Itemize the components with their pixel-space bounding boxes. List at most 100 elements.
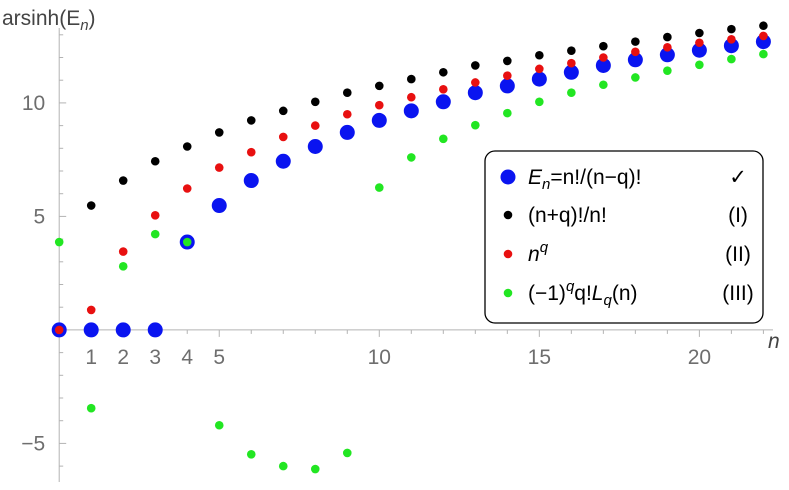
point-E <box>691 42 707 58</box>
point-II <box>246 147 256 157</box>
point-III <box>471 120 480 130</box>
point-III <box>695 60 704 70</box>
series-III <box>54 49 768 474</box>
point-II <box>310 121 320 130</box>
point-II <box>150 210 160 220</box>
point-E <box>563 64 579 80</box>
point-I <box>695 28 704 38</box>
point-I <box>759 21 768 31</box>
legend-entry-I: (n+q)!/n! (I) <box>503 204 748 227</box>
point-III <box>406 153 416 162</box>
point-I <box>150 156 160 166</box>
point-II <box>663 42 672 52</box>
legend-marker-E <box>500 169 516 185</box>
y-tick-label: −5 <box>21 432 45 455</box>
point-I <box>567 46 576 55</box>
point-I <box>535 50 544 60</box>
point-I <box>663 32 672 42</box>
series-I <box>86 21 768 210</box>
point-II <box>471 78 480 87</box>
point-I <box>599 41 608 51</box>
x-tick-label: 5 <box>213 346 225 369</box>
point-II <box>439 84 448 94</box>
legend-entry-III: (−1)qq!Lq(n) (III) <box>503 278 754 309</box>
point-II <box>503 71 512 80</box>
legend-marker-III <box>503 288 513 298</box>
legend-tag-II: (II) <box>725 243 751 266</box>
point-II <box>727 35 736 44</box>
point-E <box>435 94 451 110</box>
point-I <box>631 37 640 46</box>
point-III <box>663 66 672 75</box>
point-E <box>595 57 611 73</box>
legend-entry-E: En=n!/(n−q)! ✓ <box>500 166 747 193</box>
point-III <box>246 450 256 459</box>
legend: En=n!/(n−q)! ✓ (n+q)!/n! (I) nq (II) (−1… <box>484 150 764 324</box>
point-I <box>310 97 320 107</box>
x-tick-label: 3 <box>149 346 161 369</box>
point-I <box>278 106 288 116</box>
point-I <box>246 116 256 125</box>
legend-tag-III: (III) <box>722 282 754 305</box>
x-tick-label: 2 <box>117 346 129 369</box>
point-E <box>627 52 643 68</box>
point-I <box>471 61 480 70</box>
point-II <box>535 64 544 74</box>
point-III <box>631 73 640 82</box>
legend-label-II: nq <box>528 239 549 266</box>
point-E <box>403 103 419 119</box>
series-II <box>54 31 768 335</box>
point-III <box>535 97 544 107</box>
x-tick-label: 20 <box>688 346 711 369</box>
point-I <box>118 176 128 185</box>
point-E <box>467 85 483 101</box>
point-III <box>182 237 192 247</box>
y-tick-label: 10 <box>22 92 45 115</box>
point-I <box>503 56 512 66</box>
x-tick-label: 4 <box>181 346 193 369</box>
point-I <box>182 142 192 151</box>
point-III <box>727 54 736 64</box>
point-E <box>371 112 387 128</box>
point-I <box>86 201 96 210</box>
point-II <box>118 247 128 256</box>
point-E <box>115 322 131 338</box>
point-II <box>759 31 768 41</box>
point-III <box>342 448 352 458</box>
legend-marker-II <box>503 249 513 259</box>
legend-tag-E: ✓ <box>729 166 747 189</box>
x-tick-label: 15 <box>528 346 551 369</box>
point-II <box>599 53 608 62</box>
point-III <box>759 49 768 59</box>
point-E <box>339 124 355 140</box>
point-E <box>723 38 739 54</box>
point-III <box>503 108 512 118</box>
point-I <box>406 74 416 84</box>
point-I <box>214 128 224 137</box>
x-tick-label: 1 <box>85 346 97 369</box>
point-II <box>182 184 192 193</box>
legend-marker-I <box>503 210 513 220</box>
point-III <box>567 88 576 97</box>
point-III <box>310 464 320 474</box>
point-III <box>86 403 96 413</box>
point-II <box>695 38 704 48</box>
point-E <box>307 138 323 154</box>
point-I <box>342 88 352 97</box>
point-III <box>214 420 224 430</box>
point-E <box>499 78 515 94</box>
point-II <box>214 163 224 172</box>
point-E <box>83 322 99 338</box>
point-E <box>243 173 259 189</box>
point-II <box>54 325 64 335</box>
point-I <box>727 24 736 34</box>
y-axis-label: arsinh(En) <box>2 7 96 34</box>
point-E <box>147 322 163 338</box>
legend-entry-II: nq (II) <box>503 239 751 266</box>
legend-label-I: (n+q)!/n! <box>528 204 607 227</box>
legend-box <box>484 150 764 324</box>
data-marks <box>51 21 771 474</box>
point-III <box>599 80 608 90</box>
